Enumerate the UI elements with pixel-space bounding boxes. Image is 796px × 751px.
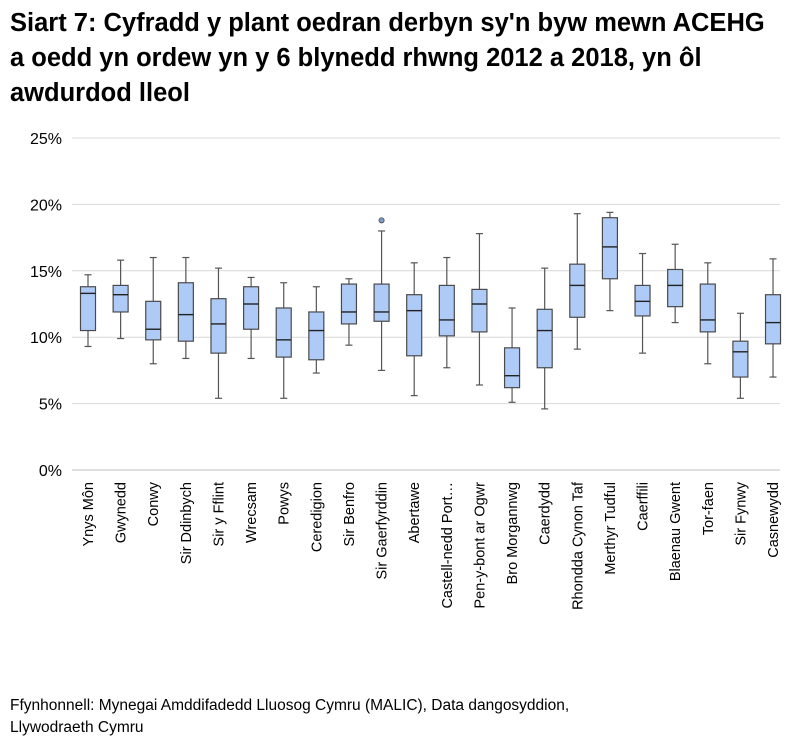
y-tick-label: 5%	[39, 397, 62, 414]
x-category-label: Sir Ddinbych	[179, 482, 195, 564]
box-13	[471, 233, 488, 386]
box-10	[373, 217, 390, 371]
x-category-label: Sir Fynwy	[733, 481, 749, 545]
iqr-box	[406, 294, 423, 357]
iqr-box	[569, 263, 586, 318]
y-tick-label: 20%	[30, 197, 62, 214]
box-15	[536, 267, 553, 410]
x-category-label: Sir Benfro	[342, 482, 358, 546]
iqr-box	[536, 308, 553, 369]
iqr-box	[438, 284, 455, 337]
iqr-box	[699, 283, 716, 333]
x-category-label: Casnewydd	[766, 482, 782, 558]
x-category-label: Blaenau Gwent	[668, 482, 684, 581]
iqr-box	[667, 268, 684, 308]
source-note: Ffynhonnell: Mynegai Amddifadedd Lluosog…	[10, 695, 750, 739]
iqr-box	[177, 282, 194, 342]
chart-title: Siart 7: Cyfradd y plant oedran derbyn s…	[10, 9, 765, 107]
boxplot-chart: 0% 5% 10% 15% 20% 25% Ynys Môn Gwynedd Conwy Sir…	[30, 131, 782, 610]
box-21	[732, 312, 749, 399]
iqr-box	[503, 347, 521, 389]
iqr-box	[764, 294, 782, 345]
x-category-label: Bro Morgannwg	[505, 482, 521, 584]
iqr-box	[471, 288, 488, 333]
iqr-box	[732, 340, 749, 378]
iqr-box	[308, 311, 325, 361]
x-category-label: Ceredigion	[309, 482, 325, 552]
x-category-label: Castell-nedd Port…	[440, 482, 456, 609]
x-category-label: Ynys Môn	[81, 482, 97, 546]
iqr-box	[340, 283, 358, 325]
x-category-label: Sir y Fflint	[211, 482, 227, 546]
x-category-label: Sir Gaerfyrddin	[375, 482, 391, 580]
box-6	[243, 276, 260, 360]
iqr-box	[145, 300, 162, 341]
x-axis-category-labels: Ynys Môn Gwynedd Conwy Sir Ddinbych Sir y Ff…	[81, 481, 782, 610]
box-17	[601, 211, 619, 312]
box-series	[79, 211, 782, 410]
iqr-box	[373, 283, 390, 322]
x-category-label: Caerffili	[636, 482, 652, 531]
x-category-label: Merthyr Tudful	[603, 482, 619, 575]
y-tick-label: 15%	[30, 264, 62, 281]
y-axis-tick-labels: 0% 5% 10% 15% 20% 25%	[30, 131, 62, 480]
box-5	[210, 267, 227, 399]
iqr-box	[243, 286, 260, 330]
source-line-2: Llywodraeth Cymru	[10, 719, 144, 736]
x-category-label: Tor-faen	[701, 482, 717, 535]
box-9	[340, 278, 358, 346]
box-7	[275, 282, 292, 399]
x-category-label: Conwy	[146, 481, 162, 526]
x-category-label: Abertawe	[407, 482, 423, 543]
y-tick-label: 0%	[39, 463, 62, 480]
x-category-label: Wrecsam	[244, 482, 260, 543]
box-3	[145, 256, 162, 365]
y-tick-label: 25%	[30, 131, 62, 148]
box-20	[699, 262, 716, 365]
iqr-box	[601, 217, 619, 280]
iqr-box	[112, 284, 129, 313]
box-18	[634, 252, 651, 354]
box-11	[406, 262, 423, 397]
x-category-label: Gwynedd	[114, 482, 130, 543]
box-16	[569, 213, 586, 350]
box-12	[438, 256, 455, 369]
iqr-box	[79, 286, 97, 332]
box-19	[667, 243, 684, 324]
x-category-label: Pen-y-bont ar Ogwr	[472, 482, 488, 609]
box-4	[177, 256, 194, 360]
box-14	[503, 307, 521, 403]
source-line-1: Ffynhonnell: Mynegai Amddifadedd Lluosog…	[10, 697, 570, 714]
box-2	[112, 259, 129, 340]
iqr-box	[275, 307, 292, 358]
y-tick-label: 10%	[30, 330, 62, 347]
x-category-label: Powys	[277, 482, 293, 525]
box-1	[79, 274, 97, 348]
box-22	[764, 258, 782, 378]
outlier-point	[378, 217, 385, 224]
box-8	[308, 286, 325, 374]
x-category-label: Caerdydd	[538, 482, 554, 545]
x-category-label: Rhondda Cynon Taf	[570, 481, 586, 610]
iqr-box	[210, 298, 227, 354]
